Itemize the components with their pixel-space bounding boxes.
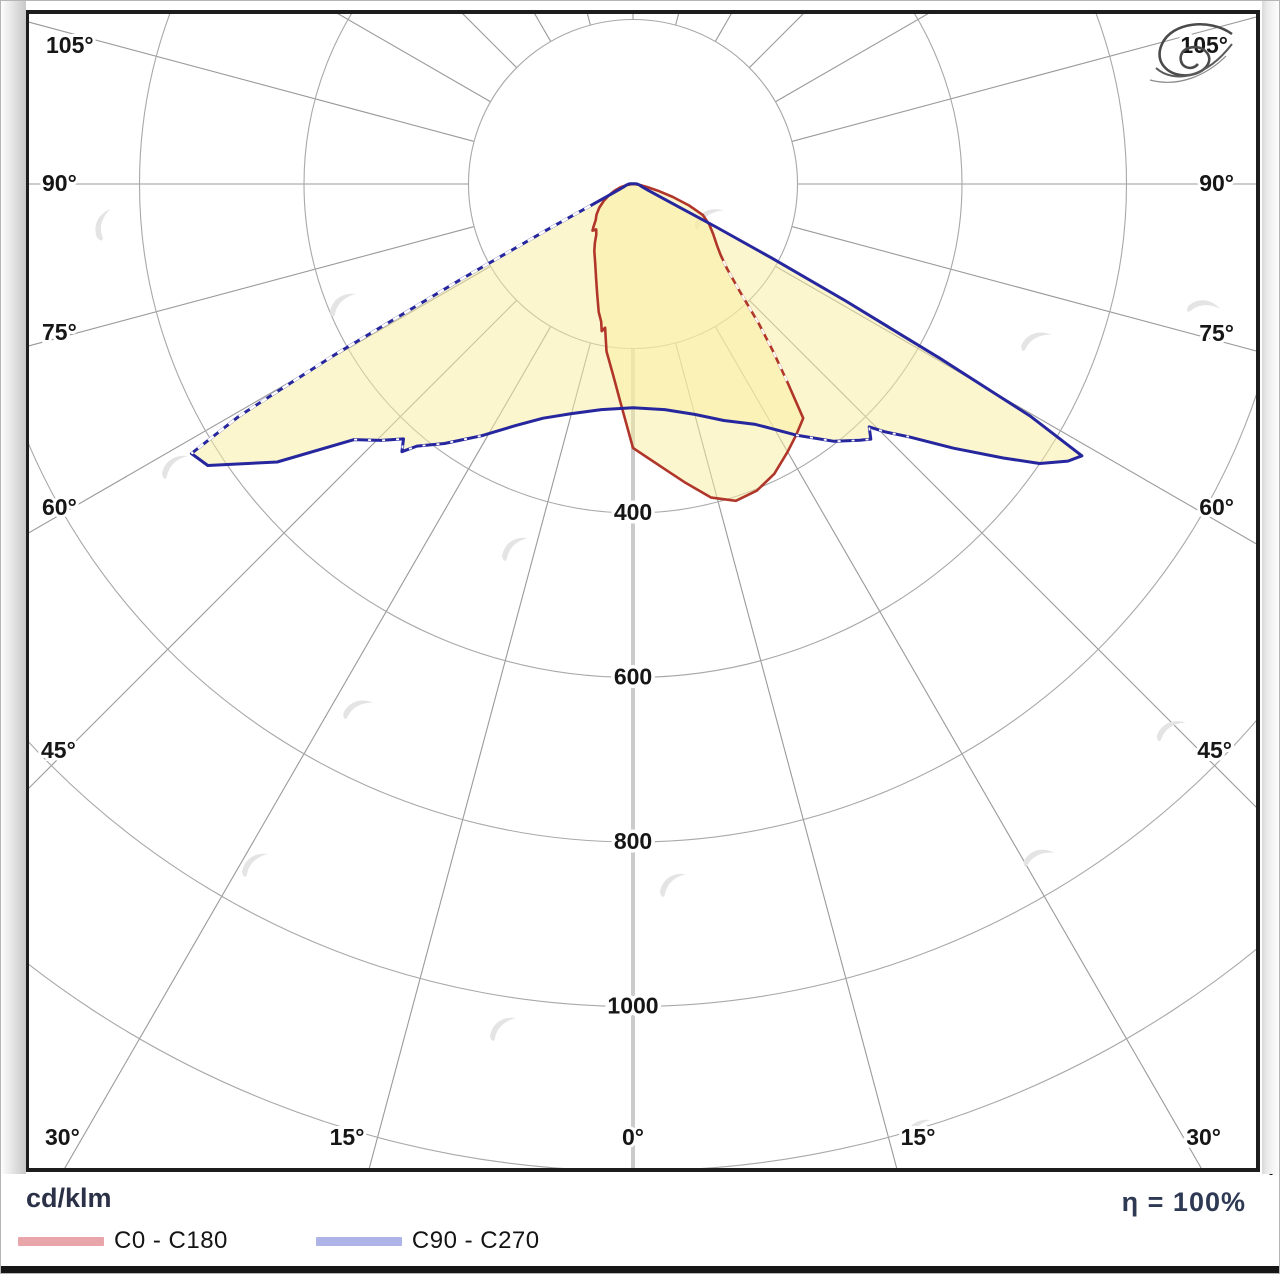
watermark-curl (490, 1017, 516, 1041)
angle-label-75°: 75° (42, 319, 77, 345)
watermark-curl (660, 873, 686, 897)
legend-strip: cd/klm C0 - C180 C90 - C270 η = 100% (0, 1175, 1280, 1266)
series-curve-C0-C180 (591, 182, 805, 503)
watermark-curl (905, 1119, 931, 1143)
polar-ray (675, 342, 898, 1170)
grid-circle-400 (303, 12, 963, 514)
angle-label-90°: 90° (1199, 170, 1234, 196)
polar-ray (791, 226, 1258, 353)
angle-label-15°: 15° (901, 1124, 936, 1150)
grid-circle-800 (27, 387, 1258, 843)
angle-labels: 105° 90° 75° 60° 45° 30° 105° 90° 75° 60° 45° 30° 15… (38, 29, 1237, 1153)
angle-label-75°: 75° (1199, 320, 1234, 346)
polar-ray (27, 299, 518, 791)
dashed-overlay (719, 254, 788, 382)
polar-ray (368, 342, 591, 1170)
radial-label-1000: 1000 (607, 993, 658, 1019)
watermark-curl (95, 209, 111, 241)
angle-label-60°: 60° (1199, 494, 1234, 520)
polar-ray (27, 226, 475, 347)
bottom-page-border (0, 1266, 1280, 1274)
grid-circle-1000 (27, 717, 1258, 1007)
angle-label-30°: 30° (1186, 1124, 1221, 1150)
radial-label-400: 400 (614, 499, 652, 525)
polar-ray (27, 265, 491, 535)
angle-label-45°: 45° (1197, 737, 1232, 763)
watermark-curl (1023, 849, 1055, 867)
grid-circle-600 (139, 12, 1127, 678)
radial-tick-labels: 400 600 800 1000 (604, 496, 662, 1023)
polar-ray (714, 326, 1203, 1170)
watermark-curl (1021, 332, 1052, 351)
angle-label-105°: 105° (1180, 32, 1228, 58)
polar-ray (27, 21, 475, 142)
polar-ray (63, 326, 552, 1170)
intensity-curves (189, 182, 1084, 503)
legend-label-c0-c180: C0 - C180 (114, 1227, 228, 1254)
angle-label-105°: 105° (46, 32, 94, 58)
watermark-curl (162, 455, 188, 479)
watermark-curl (1187, 300, 1220, 312)
radial-label-800: 800 (614, 828, 652, 854)
watermark-curl (502, 537, 528, 561)
legend-swatch-c0-c180 (18, 1236, 104, 1246)
angle-label-60°: 60° (42, 494, 77, 520)
angle-label-90°: 90° (42, 170, 77, 196)
efficiency-value: η = 100% (1121, 1187, 1246, 1217)
watermark-curl (343, 700, 374, 719)
angle-label-15°: 15° (330, 1124, 365, 1150)
dashed-overlay (190, 204, 592, 455)
angle-label-30°: 30° (45, 1124, 80, 1150)
angle-label-45°: 45° (41, 737, 76, 763)
polar-ray (791, 15, 1258, 142)
legend-swatch-c90-c270 (315, 1236, 402, 1246)
brand-logo-icon (1149, 22, 1233, 83)
watermark-curl (242, 853, 268, 877)
chart-border (25, 10, 1260, 1172)
angle-label-0°: 0° (622, 1124, 644, 1150)
right-page-gutter (1262, 0, 1280, 1174)
watermark-curl (330, 293, 356, 317)
radial-label-600: 600 (614, 664, 652, 690)
unit-label: cd/klm (26, 1183, 112, 1213)
series-fill-1 (191, 183, 1082, 466)
legend-row: C0 - C180 C90 - C270 (18, 1227, 618, 1255)
left-page-gutter (0, 0, 26, 1174)
legend-label-c90-c270: C90 - C270 (411, 1227, 540, 1254)
watermark-curl (1156, 721, 1186, 742)
polar-ray (748, 299, 1258, 810)
